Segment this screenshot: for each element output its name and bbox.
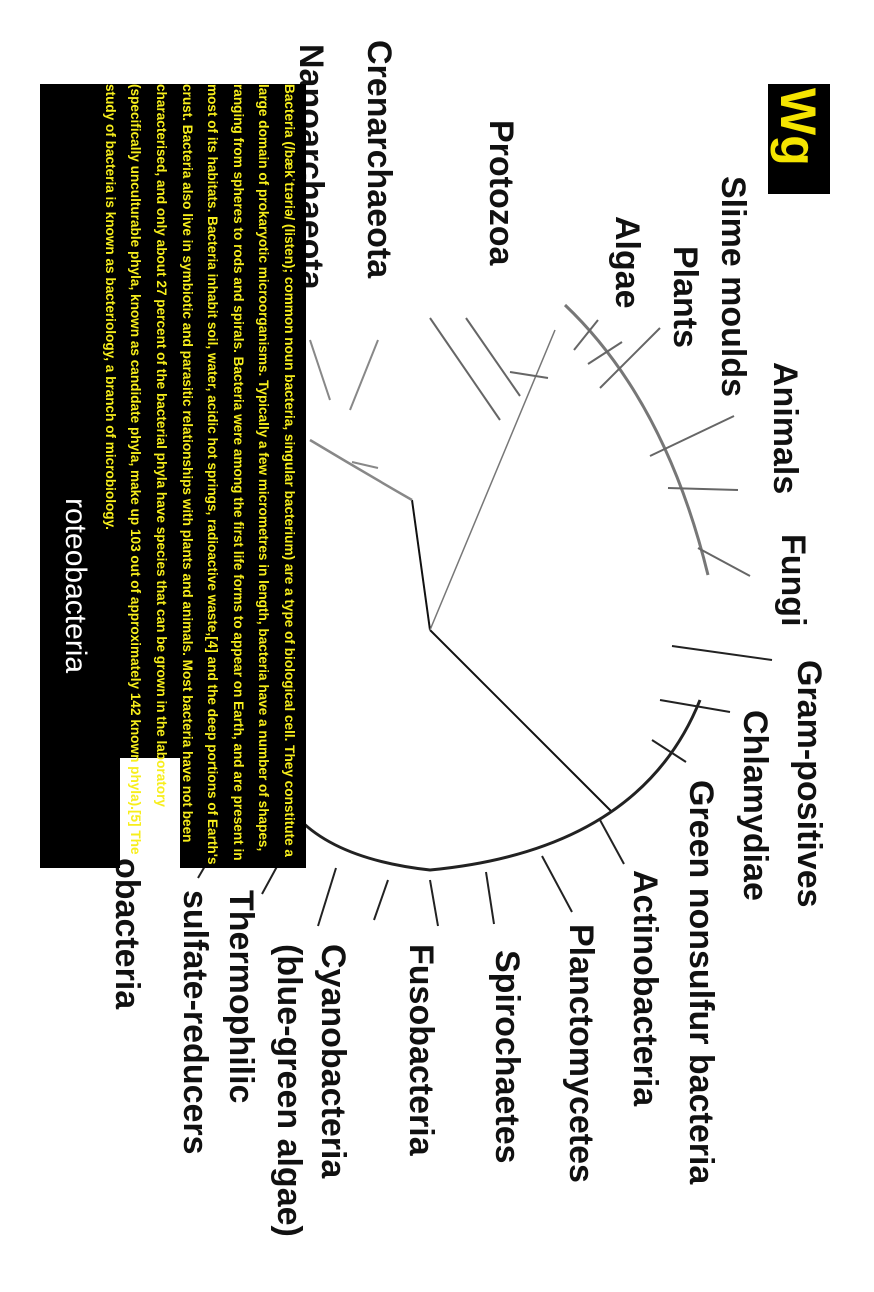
branch-protozoa-b: [465, 317, 521, 397]
taxon-sulfate-reducers: sulfate-reducers: [176, 890, 214, 1155]
taxon-fusobacteria: Fusobacteria: [402, 944, 440, 1156]
archaea-arc: [309, 438, 413, 502]
taxon-actinobacteria: Actinobacteria: [626, 870, 664, 1107]
branch-chlamydiae: [659, 699, 731, 713]
taxon-blue-green-algae: (blue-green algae): [270, 944, 308, 1237]
root-to-bacteria-branch: [429, 629, 613, 813]
branch-animals-2: [667, 487, 739, 491]
branch-algae: [573, 319, 599, 351]
taxon-gram-positives: Gram-positives: [790, 660, 828, 908]
taxon-cyanobacteria: Cyanobacteria: [314, 944, 352, 1179]
branch-protozoa-c: [429, 317, 501, 421]
taxon-animals: Animals: [766, 362, 804, 495]
branch-fungi: [697, 547, 751, 577]
taxon-proteobacteria-tail: obacteria: [108, 858, 146, 1010]
branch-spirochaetes: [485, 871, 495, 925]
branch-animals: [649, 415, 735, 457]
taxon-planctomycetes: Planctomycetes: [562, 924, 600, 1183]
branch-actinobacteria: [599, 819, 625, 865]
taxon-slime-moulds: Slime moulds: [714, 176, 752, 398]
branch-fusobacteria-2: [373, 879, 389, 921]
eukaryote-connector: [429, 329, 556, 631]
branch-planctomycetes: [541, 855, 573, 913]
taxon-thermophilic: Thermophilic: [222, 890, 260, 1104]
branch-gram-positives: [671, 645, 773, 661]
taxon-fungi: Fungi: [774, 534, 812, 627]
branch-green-nonsulfur: [651, 739, 687, 763]
logo-text: Wg: [770, 88, 826, 166]
branch-cyanobacteria: [317, 867, 337, 927]
logo-badge: [768, 84, 830, 194]
taxon-spirochaetes: Spirochaetes: [488, 950, 526, 1164]
branch-crenarchaeota: [349, 339, 379, 411]
text-overlay-patch: [180, 756, 306, 868]
branch-archaea-3: [351, 461, 379, 469]
branch-fusobacteria: [429, 879, 439, 927]
overlay-fragment: roteobacteria: [59, 494, 92, 678]
branch-slime-moulds: [599, 327, 661, 389]
taxon-plants: Plants: [666, 246, 704, 349]
taxon-algae: Algae: [608, 216, 646, 309]
branch-plants: [587, 341, 623, 365]
taxon-protozoa: Protozoa: [482, 120, 520, 266]
branch-protozoa-a: [509, 371, 549, 379]
root-branch: [411, 499, 431, 631]
taxon-chlamydiae: Chlamydiae: [736, 710, 774, 901]
branch-crenarchaeota-2: [309, 339, 331, 401]
overlay-paragraph: Bacteria (/bækˈtɪəriə/ (listen); common …: [102, 84, 297, 865]
text-overlay-patch: [40, 756, 120, 868]
bacteria-arc: [298, 699, 702, 872]
taxon-green-nonsulfur: Green nonsulfur bacteria: [682, 780, 720, 1185]
taxon-crenarchaeota: Crenarchaeota: [360, 40, 398, 279]
